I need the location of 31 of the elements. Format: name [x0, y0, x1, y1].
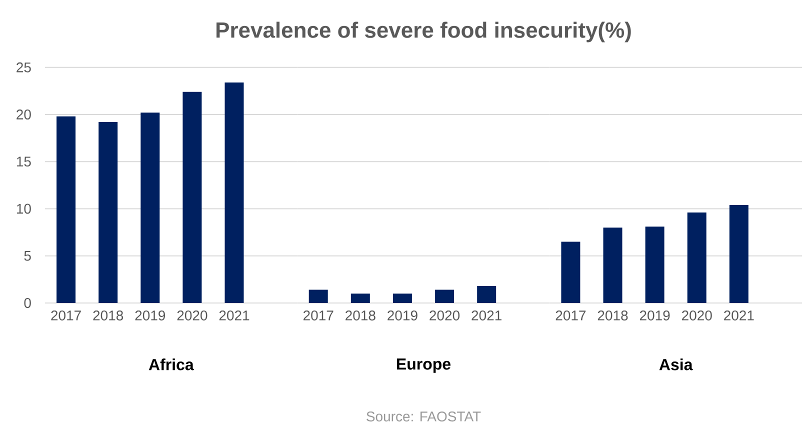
x-tick-label: 2019	[388, 310, 418, 320]
chart-title: Prevalence of severe food insecurity(%)	[216, 22, 631, 42]
x-axis-title: Africa	[148, 358, 194, 370]
x-tick-label: 2017	[556, 310, 586, 320]
y-tick-label: 0	[24, 298, 31, 308]
x-axis-title: Europe	[397, 358, 451, 373]
bar	[645, 226, 664, 303]
y-tick-label: 25	[16, 62, 31, 72]
y-tick-label: 20	[16, 110, 31, 120]
y-tick-label: 5	[24, 250, 31, 261]
source-note: Source: FAOSTAT	[366, 412, 481, 422]
bar	[603, 228, 622, 303]
y-tick-label: 15	[16, 156, 31, 167]
x-tick-label: 2020	[430, 310, 460, 320]
x-tick-label: 2020	[177, 310, 208, 320]
bar	[729, 204, 748, 303]
x-tick-label: 2021	[724, 310, 754, 320]
x-tick-label: 2019	[640, 310, 670, 320]
x-tick-label: 2019	[135, 310, 166, 320]
y-tick-label: 10	[16, 204, 31, 214]
x-tick-label: 2020	[682, 310, 712, 320]
x-tick-label: 2017	[51, 310, 81, 320]
x-tick-label: 2018	[346, 310, 376, 320]
x-axis-title: Asia	[659, 358, 693, 370]
x-tick-label: 2017	[303, 310, 334, 320]
x-tick-label: 2018	[93, 310, 124, 320]
x-tick-label: 2018	[598, 310, 628, 320]
bar	[687, 212, 706, 303]
x-tick-label: 2021	[219, 310, 250, 320]
x-tick-label: 2021	[472, 310, 502, 320]
bar	[561, 242, 580, 303]
